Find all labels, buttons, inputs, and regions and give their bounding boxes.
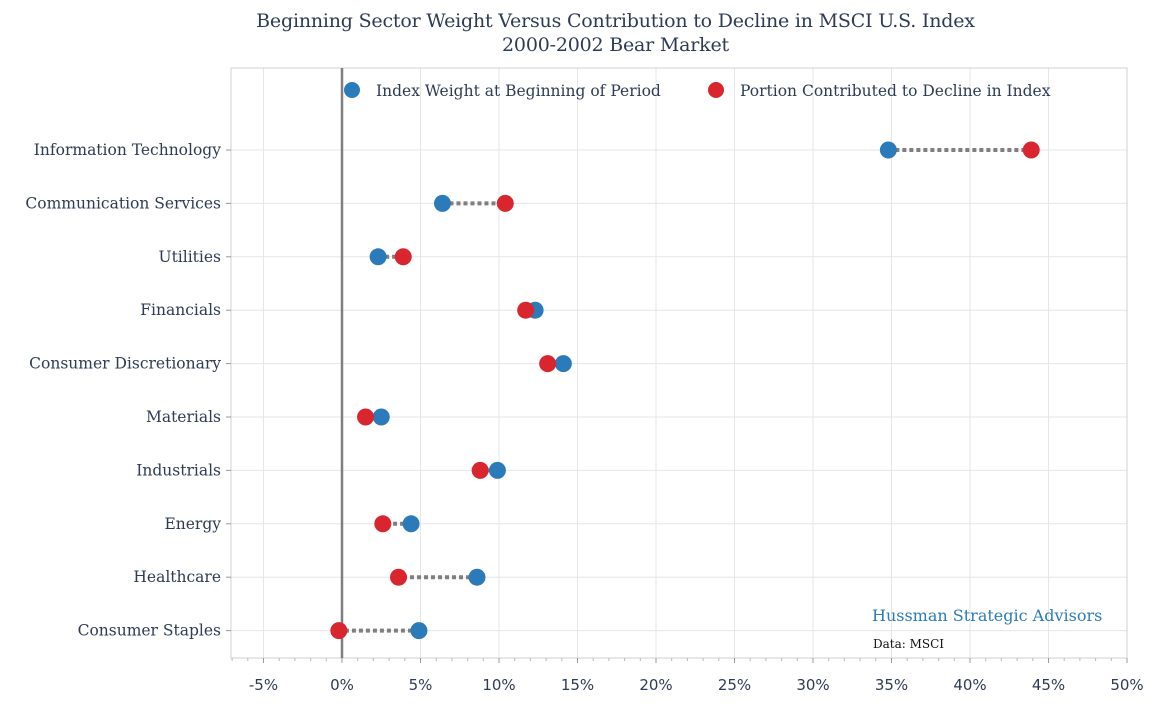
category-label: Materials <box>146 408 221 426</box>
legend-weight-label: Index Weight at Beginning of Period <box>376 82 661 100</box>
x-tick-label: 35% <box>875 676 908 694</box>
x-tick-label: 50% <box>1110 676 1143 694</box>
x-tick-label: -5% <box>249 676 278 694</box>
x-tick-label: 20% <box>639 676 672 694</box>
decline-point <box>539 355 557 373</box>
decline-point <box>471 461 489 479</box>
weight-point <box>879 141 897 159</box>
x-tick-label: 0% <box>330 676 354 694</box>
x-tick-label: 30% <box>796 676 829 694</box>
weight-point <box>468 568 486 586</box>
decline-point <box>390 568 408 586</box>
category-label: Industrials <box>136 461 221 479</box>
category-label: Communication Services <box>25 194 221 212</box>
chart-title: Beginning Sector Weight Versus Contribut… <box>256 10 975 32</box>
weight-point <box>369 248 387 266</box>
category-label: Utilities <box>159 248 222 266</box>
category-label: Energy <box>164 515 221 533</box>
weight-point <box>433 194 451 212</box>
decline-point <box>517 301 535 319</box>
weight-point <box>372 408 390 426</box>
decline-point <box>1022 141 1040 159</box>
category-label: Consumer Discretionary <box>29 355 221 373</box>
legend-decline-marker <box>708 82 724 98</box>
weight-point <box>488 461 506 479</box>
category-label: Consumer Staples <box>78 622 221 640</box>
x-tick-label: 5% <box>409 676 433 694</box>
category-label: Healthcare <box>133 568 221 586</box>
legend-decline-label: Portion Contributed to Decline in Index <box>740 82 1051 100</box>
chart-subtitle: 2000-2002 Bear Market <box>502 34 729 56</box>
decline-point <box>357 408 375 426</box>
legend-weight-marker <box>344 82 360 98</box>
x-tick-label: 45% <box>1032 676 1065 694</box>
x-tick-label: 25% <box>718 676 751 694</box>
brand-label: Hussman Strategic Advisors <box>872 606 1102 625</box>
decline-point <box>374 515 392 533</box>
category-label: Information Technology <box>34 141 221 159</box>
decline-point <box>496 194 514 212</box>
decline-point <box>330 622 348 640</box>
source-label: Data: MSCI <box>873 637 944 651</box>
x-tick-label: 40% <box>953 676 986 694</box>
weight-point <box>554 355 572 373</box>
x-tick-label: 10% <box>482 676 515 694</box>
decline-point <box>394 248 412 266</box>
x-tick-label: 15% <box>561 676 594 694</box>
weight-point <box>410 622 428 640</box>
plot-frame <box>230 67 1128 659</box>
category-label: Financials <box>140 301 221 319</box>
weight-point <box>402 515 420 533</box>
